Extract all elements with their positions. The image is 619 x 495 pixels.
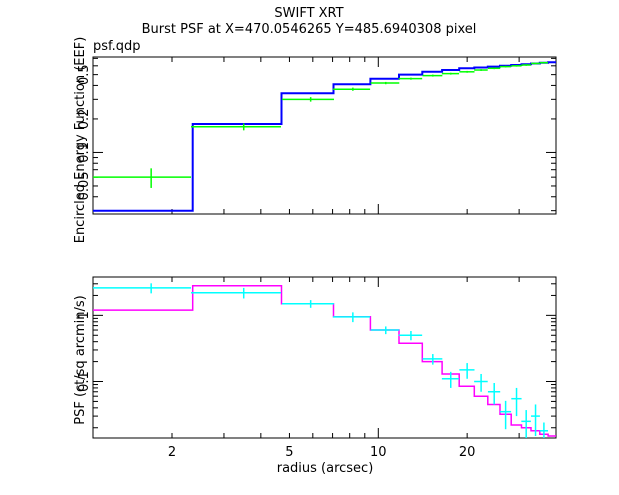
eef-panel: 0.05 0.1 0.2 0.5 [77,56,557,215]
psf-y-tick-label: 1 [77,311,92,319]
psf-y-tick-label: 0.1 [77,371,92,392]
corner-label: psf.qdp [93,39,141,54]
bottom-y-axis-label: PSF (ct/sq arcmin/s) [73,295,88,424]
psf-x-tick-label: 20 [459,445,476,460]
psf-x-tick-label: 5 [285,445,293,460]
psf-x-tick-label: 2 [168,445,176,460]
eef-y-tick-label: 0.1 [77,142,92,163]
psf-panel: 0.1 1 2 5 10 20 [77,276,557,460]
eef-y-tick-label: 0.5 [77,64,92,85]
eef-plot-frame [92,56,557,215]
psf-plot-frame [92,276,557,439]
psf-step-series [93,285,556,437]
chart-title: SWIFT XRT [274,6,343,21]
top-y-axis-label: Encircled Energy Function (EEF) [73,37,88,244]
psf-x-tick-label: 10 [370,445,387,460]
chart-subtitle: Burst PSF at X=470.0546265 Y=485.6940308… [142,22,477,37]
x-axis-label: radius (arcsec) [277,461,374,476]
eef-y-tick-label: 0.05 [77,171,92,200]
eef-step-series [93,61,556,212]
eef-y-tick-label: 0.2 [77,109,92,130]
